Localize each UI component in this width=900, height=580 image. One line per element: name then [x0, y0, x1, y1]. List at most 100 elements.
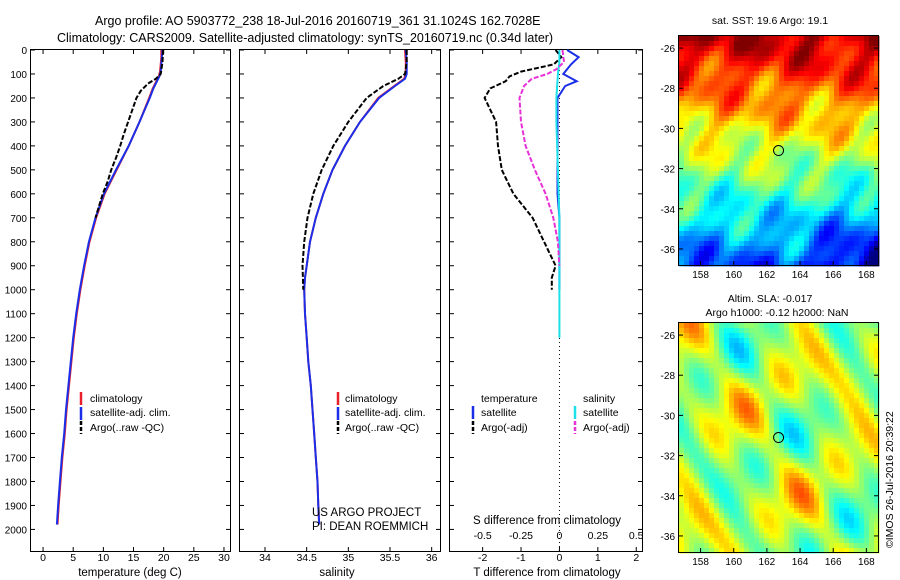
- map-cell: [744, 126, 750, 132]
- map-cell: [754, 423, 760, 429]
- map-cell: [694, 423, 700, 429]
- map-cell: [709, 353, 715, 359]
- map-cell: [719, 61, 725, 67]
- difference-legend: temperature salinity satellite Argo(-adj…: [471, 393, 630, 434]
- map-cell: [849, 61, 855, 67]
- map-cell: [864, 201, 870, 207]
- map-cell: [819, 448, 825, 454]
- map-cell: [779, 488, 785, 494]
- map-cell: [834, 518, 840, 524]
- map-cell: [699, 448, 705, 454]
- map-cell: [739, 468, 745, 474]
- map-cell: [819, 246, 825, 252]
- map-cell: [719, 116, 725, 122]
- map-cell: [779, 41, 785, 47]
- map-cell: [694, 251, 700, 257]
- map-cell: [684, 51, 690, 57]
- map-cell: [829, 323, 835, 329]
- map-cell: [819, 513, 825, 519]
- map-cell: [864, 156, 870, 162]
- map-cell: [679, 338, 685, 344]
- map-cell: [734, 161, 740, 167]
- map-cell: [694, 81, 700, 87]
- map-cell: [734, 36, 740, 42]
- map-cell: [864, 181, 870, 187]
- map-cell: [844, 518, 850, 524]
- map-cell: [764, 503, 770, 509]
- map-cell: [694, 71, 700, 77]
- map-cell: [779, 191, 785, 197]
- map-cell: [754, 186, 760, 192]
- map-cell: [869, 176, 875, 182]
- map-cell: [689, 261, 695, 267]
- map-cell: [724, 523, 730, 529]
- map-cell: [719, 246, 725, 252]
- map-cell: [679, 56, 685, 62]
- map-cell: [839, 71, 845, 77]
- map-cell: [834, 398, 840, 404]
- map-cell: [739, 383, 745, 389]
- map-cell: [829, 126, 835, 132]
- map-cell: [684, 328, 690, 334]
- map-cell: [709, 136, 715, 142]
- map-cell: [799, 363, 805, 369]
- map-cell: [734, 528, 740, 534]
- map-cell: [759, 443, 765, 449]
- map-cell: [694, 538, 700, 544]
- map-cell: [744, 36, 750, 42]
- map-cell: [769, 41, 775, 47]
- map-cell: [789, 56, 795, 62]
- map-cell: [784, 348, 790, 354]
- map-cell: [859, 453, 865, 459]
- map-cell: [859, 216, 865, 222]
- map-cell: [709, 468, 715, 474]
- map-cell: [779, 543, 785, 549]
- map-cell: [689, 136, 695, 142]
- map-cell: [829, 141, 835, 147]
- map-cell: [689, 201, 695, 207]
- map-cell: [854, 51, 860, 57]
- map-cell: [759, 353, 765, 359]
- map-cell: [729, 378, 735, 384]
- map-cell: [759, 518, 765, 524]
- map-cell: [804, 398, 810, 404]
- map-cell: [684, 236, 690, 242]
- map-cell: [794, 423, 800, 429]
- map-cell: [839, 161, 845, 167]
- map-cell: [689, 86, 695, 92]
- map-cell: [714, 251, 720, 257]
- map-cell: [774, 106, 780, 112]
- map-cell: [799, 483, 805, 489]
- map-cell: [719, 236, 725, 242]
- map-cell: [679, 46, 685, 52]
- map-cell: [839, 428, 845, 434]
- map-cell: [684, 533, 690, 539]
- map-cell: [739, 111, 745, 117]
- map-cell: [779, 478, 785, 484]
- map-cell: [834, 66, 840, 72]
- map-cell: [824, 166, 830, 172]
- map-cell: [744, 91, 750, 97]
- map-cell: [819, 538, 825, 544]
- map-cell: [784, 353, 790, 359]
- map-cell: [759, 211, 765, 217]
- map-cell: [739, 438, 745, 444]
- map-cell: [764, 91, 770, 97]
- map-cell: [754, 338, 760, 344]
- map-cell: [694, 86, 700, 92]
- map-cell: [849, 518, 855, 524]
- map-cell: [849, 86, 855, 92]
- map-cell: [699, 543, 705, 549]
- map-cell: [839, 196, 845, 202]
- map-cell: [834, 338, 840, 344]
- map-cell: [784, 191, 790, 197]
- map-cell: [854, 141, 860, 147]
- map-cell: [699, 211, 705, 217]
- map-cell: [869, 106, 875, 112]
- map-cell: [874, 323, 880, 329]
- map-cell: [804, 226, 810, 232]
- map-cell: [714, 493, 720, 499]
- series-temperature-argo-adj: [483, 49, 563, 290]
- map-cell: [764, 196, 770, 202]
- map-cell: [809, 473, 815, 479]
